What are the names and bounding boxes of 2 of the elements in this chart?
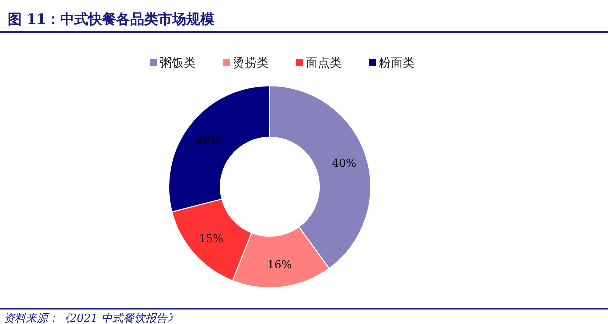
annotation: 资料来源：《2021 中式餐饮报告》 xyxy=(4,312,178,324)
title: 图 11：中式快餐各品类市场规模 xyxy=(8,12,214,28)
